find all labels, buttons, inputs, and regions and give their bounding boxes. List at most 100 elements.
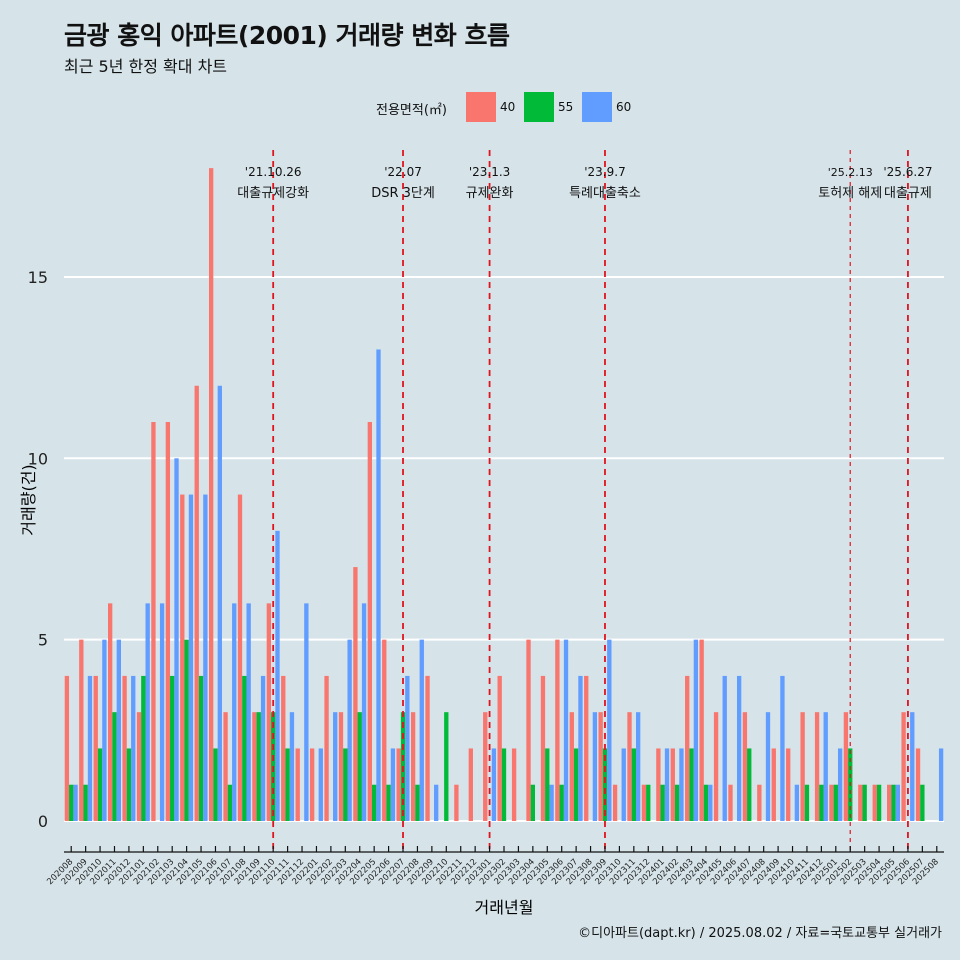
- bar-60-202110: [275, 530, 280, 821]
- x-axis-label: 거래년월: [475, 898, 534, 917]
- bar-55-202203: [343, 748, 348, 821]
- bar-55-202011: [112, 712, 117, 821]
- bar-60-202311: [636, 712, 641, 821]
- legend: 전용면적(㎡) 40 55 60: [0, 92, 960, 122]
- bar-40-202109: [252, 712, 257, 821]
- y-tick-label: 10: [28, 449, 48, 468]
- bar-55-202105: [198, 675, 204, 821]
- bar-40-202012: [122, 675, 127, 821]
- bar-55-202411: [804, 784, 810, 821]
- bar-60-202107: [232, 603, 237, 821]
- bar-40-202112: [295, 748, 300, 821]
- bar-60-202206: [390, 748, 396, 821]
- chart-title: 금광 홍익 아파트(2001) 거래량 변화 흐름: [64, 21, 510, 50]
- bar-60-202012: [131, 675, 136, 821]
- bar-40-202205: [367, 422, 372, 821]
- bar-40-202407: [742, 712, 748, 821]
- x-axis: 2020082020092020102020112020122021012021…: [45, 846, 944, 887]
- event-date: '23.1.3: [469, 165, 510, 179]
- event-label: 규제완화: [466, 186, 514, 201]
- bar-40-202506: [901, 712, 906, 821]
- event-label: 토허제 해제: [818, 186, 882, 201]
- bar-40-202107: [223, 712, 228, 821]
- bar-60-202103: [174, 458, 179, 821]
- bar-40-202201: [309, 748, 315, 821]
- bar-55-202103: [170, 675, 175, 821]
- y-tick-label: 0: [38, 812, 48, 831]
- bar-60-202209: [434, 784, 439, 821]
- bar-40-202008: [64, 675, 70, 821]
- bar-55-202205: [372, 784, 377, 821]
- bar-40-202311: [627, 712, 632, 821]
- bar-60-202201: [318, 748, 323, 821]
- bar-55-202008: [69, 784, 74, 821]
- bar-60-202010: [102, 639, 107, 821]
- y-axis: 0 5 10 15: [28, 268, 48, 831]
- bar-40-202307: [569, 712, 574, 821]
- bar-55-202501: [833, 784, 838, 821]
- bar-40-202206: [382, 639, 387, 821]
- bar-40-202501: [829, 784, 834, 821]
- bar-60-202104: [188, 494, 194, 821]
- bar-40-202105: [194, 385, 199, 821]
- bar-60-202111: [289, 712, 295, 821]
- bar-55-202010: [97, 748, 103, 821]
- bar-55-202507: [920, 784, 925, 821]
- bar-40-202503: [858, 784, 863, 821]
- bar-60-202406: [736, 675, 742, 821]
- bar-40-202304: [526, 639, 531, 821]
- bar-60-202008: [73, 784, 78, 821]
- bar-55-202204: [357, 712, 362, 821]
- y-axis-label: 거래량(건): [19, 464, 38, 535]
- source-caption: ©디아파트(dapt.kr) / 2025.08.02 / 자료=국토교통부 실…: [578, 926, 942, 941]
- bar-60-202404: [708, 784, 713, 821]
- bar-55-202101: [141, 675, 146, 821]
- bar-55-202503: [862, 784, 867, 821]
- bar-60-202412: [823, 712, 828, 821]
- bar-40-202411: [800, 712, 805, 821]
- bar-40-202209: [425, 675, 430, 821]
- bar-60-202405: [722, 675, 727, 821]
- bar-40-202204: [353, 567, 358, 821]
- bar-40-202212: [468, 748, 473, 821]
- bar-40-202309: [598, 712, 603, 821]
- chart-subtitle: 최근 5년 한정 확대 차트: [64, 57, 228, 76]
- bar-40-202406: [728, 784, 733, 821]
- y-tick-label: 5: [38, 631, 48, 650]
- legend-label-40: 40: [500, 100, 516, 114]
- bar-60-202305: [549, 784, 554, 821]
- event-date: '22.07: [384, 165, 422, 179]
- legend-title: 전용면적(㎡): [376, 103, 447, 118]
- bar-40-202101: [136, 712, 142, 821]
- bar-40-202303: [511, 748, 517, 821]
- bar-55-202402: [674, 784, 680, 821]
- bar-60-202207: [405, 675, 410, 821]
- bar-60-202109: [260, 675, 266, 821]
- bar-55-202009: [83, 784, 88, 821]
- bar-55-202305: [545, 748, 550, 821]
- bar-40-202405: [713, 712, 719, 821]
- bar-55-202111: [285, 748, 290, 821]
- bar-60-202011: [116, 639, 121, 821]
- bar-40-202207: [396, 748, 401, 821]
- event-label: DSR 3단계: [371, 186, 435, 201]
- bar-40-202505: [887, 784, 892, 821]
- legend-key-55: [524, 92, 554, 122]
- bar-60-202203: [347, 639, 352, 821]
- bar-40-202104: [180, 494, 185, 821]
- bar-60-202309: [607, 639, 612, 821]
- bar-60-202501: [837, 748, 843, 821]
- event-date: '23.9.7: [584, 165, 625, 179]
- bar-55-202311: [631, 748, 636, 821]
- bar-55-202104: [184, 639, 189, 821]
- bar-40-202301: [483, 712, 488, 821]
- bar-40-202312: [641, 784, 647, 821]
- bar-55-202504: [876, 784, 882, 821]
- bar-55-202403: [689, 748, 694, 821]
- bar-55-202107: [227, 784, 233, 821]
- bar-40-202410: [786, 748, 791, 821]
- bar-40-202010: [93, 675, 98, 821]
- bar-60-202301: [491, 748, 497, 821]
- bar-40-202306: [555, 639, 560, 821]
